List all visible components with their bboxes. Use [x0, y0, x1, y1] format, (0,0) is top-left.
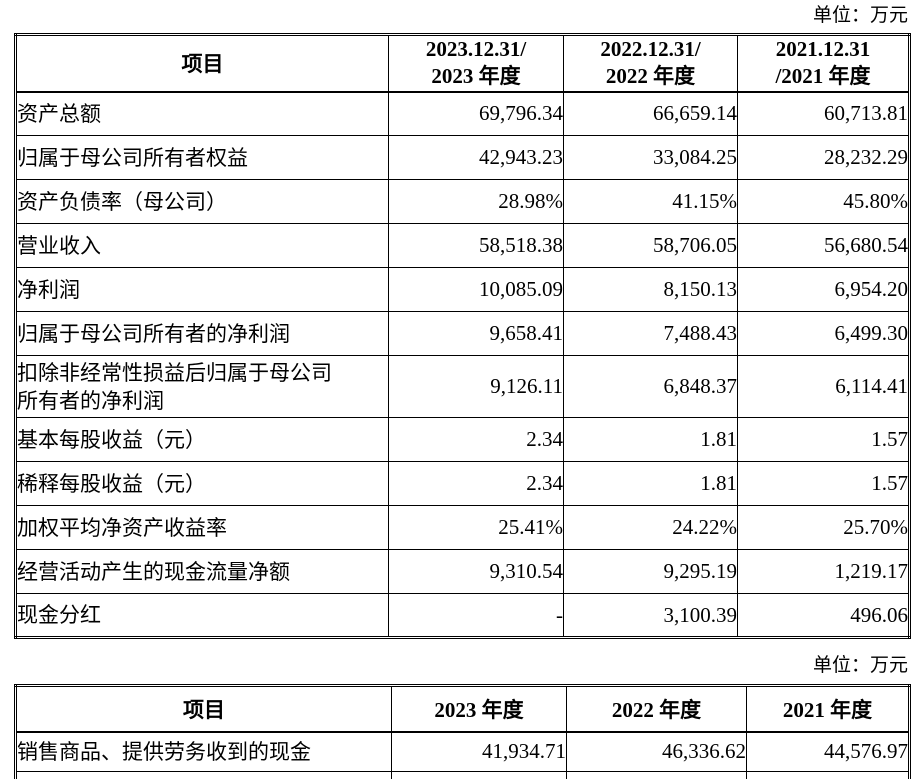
cell-2021: 45.80% — [737, 179, 910, 224]
row-label: 销售商品、提供劳务收到的现金 — [15, 731, 392, 772]
cell-2022: 6,848.37 — [563, 355, 738, 418]
header-row: 项目 2023 年度 2022 年度 2021 年度 — [15, 685, 910, 733]
header-2022-line2: 2022 年度 — [605, 64, 696, 89]
row-label: 现金分红 — [15, 593, 389, 638]
cash-flow-table: 项目 2023 年度 2022 年度 2021 年度 销售商品、提供劳务收到的现… — [14, 684, 911, 779]
header-2023-line1: 2023.12.31/ — [425, 37, 527, 62]
table-row: 稀释每股收益（元） 2.34 1.81 1.57 — [15, 461, 910, 506]
cell-2022: 1.81 — [563, 417, 738, 462]
cell-2022: 24.22% — [563, 505, 738, 550]
row-label: 净利润 — [15, 267, 389, 312]
table-row: 归属于母公司所有者权益 42,943.23 33,084.25 28,232.2… — [15, 135, 910, 180]
row-label: 资产负债率（母公司） — [15, 179, 389, 224]
header-item: 项目 — [15, 34, 389, 93]
cell-2023 — [391, 771, 567, 779]
cell-2022: 3,100.39 — [563, 593, 738, 638]
cell-2023: 9,310.54 — [388, 549, 564, 594]
cell-2023: 69,796.34 — [388, 91, 564, 136]
financial-summary-table: 项目 2023.12.31/ 2023 年度 2022.12.31/ 2022 … — [14, 33, 911, 639]
cell-2023: 9,126.11 — [388, 355, 564, 418]
cell-2021: 25.70% — [737, 505, 910, 550]
unit-label-second: 单位：万元 — [812, 655, 908, 676]
table-row: 经营活动产生的现金流量净额 9,310.54 9,295.19 1,219.17 — [15, 549, 910, 594]
table-row: 扣除非经常性损益后归属于母公司 所有者的净利润 9,126.11 6,848.3… — [15, 355, 910, 418]
cell-2021: 6,954.20 — [737, 267, 910, 312]
table-row: 营业收入 58,518.38 58,706.05 56,680.54 — [15, 223, 910, 268]
table-row: 现金分红 - 3,100.39 496.06 — [15, 593, 910, 638]
row-label: 归属于母公司所有者的净利润 — [15, 311, 389, 356]
unit-label-top: 单位：万元 — [812, 5, 908, 26]
row-label — [15, 771, 392, 779]
cell-2021: 496.06 — [737, 593, 910, 638]
table-row: 净利润 10,085.09 8,150.13 6,954.20 — [15, 267, 910, 312]
cell-2021: 28,232.29 — [737, 135, 910, 180]
cell-2023: 9,658.41 — [388, 311, 564, 356]
row-label: 稀释每股收益（元） — [15, 461, 389, 506]
cell-2023: 41,934.71 — [391, 731, 567, 772]
cell-2022: 8,150.13 — [563, 267, 738, 312]
cell-2021: 1.57 — [737, 461, 910, 506]
cell-2021: 1.57 — [737, 417, 910, 462]
cell-2023: 2.34 — [388, 461, 564, 506]
row-label: 资产总额 — [15, 91, 389, 136]
header-2023: 2023.12.31/ 2023 年度 — [388, 34, 564, 93]
row-label: 加权平均净资产收益率 — [15, 505, 389, 550]
header-2023: 2023 年度 — [391, 685, 567, 733]
cell-2022: 41.15% — [563, 179, 738, 224]
header-2023-line2: 2023 年度 — [431, 64, 521, 89]
row-label: 扣除非经常性损益后归属于母公司 所有者的净利润 — [15, 355, 389, 418]
header-2022: 2022 年度 — [566, 685, 747, 733]
cell-2022: 9,295.19 — [563, 549, 738, 594]
cell-2022: 58,706.05 — [563, 223, 738, 268]
row-label: 基本每股收益（元） — [15, 417, 389, 462]
cell-2021: 44,576.97 — [746, 731, 910, 772]
table-row: 加权平均净资产收益率 25.41% 24.22% 25.70% — [15, 505, 910, 550]
row-label: 营业收入 — [15, 223, 389, 268]
table-row: 基本每股收益（元） 2.34 1.81 1.57 — [15, 417, 910, 462]
cell-2021: 1,219.17 — [737, 549, 910, 594]
cell-2021: 56,680.54 — [737, 223, 910, 268]
header-2021-line1: 2021.12.31 — [775, 37, 871, 62]
header-2021-line2: /2021 年度 — [775, 64, 871, 89]
cell-2023: 28.98% — [388, 179, 564, 224]
cell-2023: 25.41% — [388, 505, 564, 550]
header-row: 项目 2023.12.31/ 2023 年度 2022.12.31/ 2022 … — [15, 34, 910, 93]
cell-2023: 10,085.09 — [388, 267, 564, 312]
header-2021: 2021.12.31 /2021 年度 — [737, 34, 910, 93]
cell-2021: 6,499.30 — [737, 311, 910, 356]
header-2021: 2021 年度 — [746, 685, 910, 733]
header-2022: 2022.12.31/ 2022 年度 — [563, 34, 738, 93]
table-row: 销售商品、提供劳务收到的现金 41,934.71 46,336.62 44,57… — [15, 731, 910, 772]
cell-2022: 46,336.62 — [566, 731, 747, 772]
header-2022-line1: 2022.12.31/ — [600, 37, 701, 62]
row-label: 归属于母公司所有者权益 — [15, 135, 389, 180]
table-row: 资产总额 69,796.34 66,659.14 60,713.81 — [15, 91, 910, 136]
cell-2021 — [746, 771, 910, 779]
cell-2021: 60,713.81 — [737, 91, 910, 136]
cell-2023: 42,943.23 — [388, 135, 564, 180]
cell-2021: 6,114.41 — [737, 355, 910, 418]
cell-2022: 33,084.25 — [563, 135, 738, 180]
table-row-partial — [15, 771, 910, 779]
header-item: 项目 — [15, 685, 392, 733]
cell-2023: 58,518.38 — [388, 223, 564, 268]
table-row: 资产负债率（母公司） 28.98% 41.15% 45.80% — [15, 179, 910, 224]
cell-2023: 2.34 — [388, 417, 564, 462]
row-label: 经营活动产生的现金流量净额 — [15, 549, 389, 594]
cell-2022 — [566, 771, 747, 779]
cell-2022: 7,488.43 — [563, 311, 738, 356]
table-row: 归属于母公司所有者的净利润 9,658.41 7,488.43 6,499.30 — [15, 311, 910, 356]
cell-2023: - — [388, 593, 564, 638]
cell-2022: 1.81 — [563, 461, 738, 506]
cell-2022: 66,659.14 — [563, 91, 738, 136]
